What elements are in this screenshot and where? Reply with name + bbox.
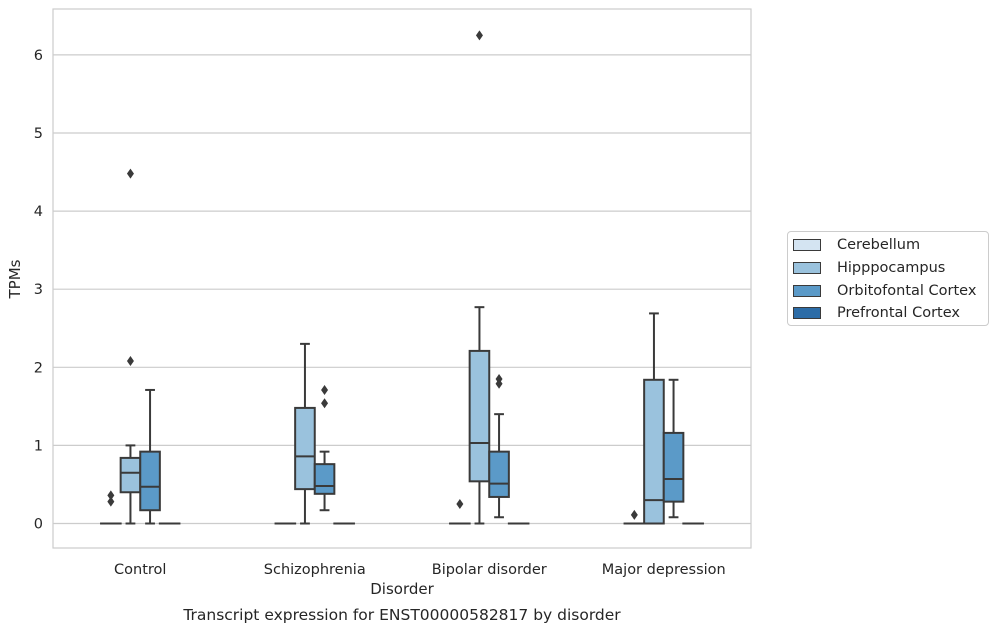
box-1-1 xyxy=(294,342,316,525)
outlier-point-1 xyxy=(321,384,329,395)
y-axis-ticks: 0 1 2 3 4 5 6 xyxy=(34,48,43,533)
legend: Cerebellum Hipppocampus Orbitofontal Cor… xyxy=(787,231,989,326)
outlier-point-1 xyxy=(495,374,503,385)
box-body xyxy=(294,406,316,491)
y-tick-label-3: 3 xyxy=(34,282,43,298)
legend-item-prefrontal-cortex: Prefrontal Cortex xyxy=(793,304,960,322)
box-0-2 xyxy=(449,498,471,525)
box-2-0 xyxy=(139,388,161,525)
legend-swatch-hippocampus xyxy=(793,262,821,274)
box-2-1 xyxy=(313,384,336,512)
box-2-3 xyxy=(662,378,685,519)
y-tick-label-4: 4 xyxy=(34,204,43,220)
outlier-point-0 xyxy=(475,30,483,41)
box-0-3 xyxy=(623,509,646,525)
plot-area-frame xyxy=(52,8,752,549)
gridlines xyxy=(53,54,751,525)
legend-item-hippocampus: Hipppocampus xyxy=(793,259,945,277)
outlier-point-1 xyxy=(107,490,115,501)
x-axis-label: Disorder xyxy=(370,580,434,598)
y-tick-label-5: 5 xyxy=(34,126,43,142)
box-1-0 xyxy=(119,168,142,525)
legend-swatch-cerebellum xyxy=(793,239,821,251)
box-2-2 xyxy=(488,374,510,519)
outlier-point-0 xyxy=(126,356,134,367)
legend-label-prefrontal-cortex: Prefrontal Cortex xyxy=(837,305,960,321)
y-tick-label-6: 6 xyxy=(34,48,43,64)
box-body xyxy=(662,431,685,503)
box-body xyxy=(139,450,161,512)
y-tick-label-0: 0 xyxy=(34,517,43,533)
legend-label-hippocampus: Hipppocampus xyxy=(837,260,946,276)
box-body xyxy=(468,349,491,483)
y-tick-label-2: 2 xyxy=(34,360,43,376)
x-tick-label-0: Control xyxy=(114,562,166,578)
x-tick-label-2: Bipolar disorder xyxy=(432,562,547,578)
box-0-0 xyxy=(100,490,122,525)
outlier-point-0 xyxy=(107,496,115,507)
legend-item-cerebellum: Cerebellum xyxy=(793,236,920,254)
y-tick-label-1: 1 xyxy=(34,438,43,454)
legend-label-cerebellum: Cerebellum xyxy=(837,237,921,253)
outlier-point-1 xyxy=(126,168,134,179)
x-tick-label-3: Major depression xyxy=(602,562,726,578)
legend-label-orbitofrontal-cortex: Orbitofontal Cortex xyxy=(837,283,977,299)
x-tick-label-1: Schizophrenia xyxy=(264,562,366,578)
box-body xyxy=(313,463,336,495)
legend-swatch-orbitofrontal-cortex xyxy=(793,285,821,297)
outlier-point-0 xyxy=(456,498,464,509)
x-axis-ticks: Control Schizophrenia Bipolar disorder Majo… xyxy=(114,562,726,578)
legend-item-orbitofrontal-cortex: Orbitofontal Cortex xyxy=(793,282,976,300)
outlier-point-0 xyxy=(630,509,638,520)
box-body xyxy=(119,456,142,494)
box-1-2 xyxy=(468,30,491,525)
boxes-layer xyxy=(100,30,704,525)
outlier-point-0 xyxy=(321,398,329,409)
box-body xyxy=(488,450,510,498)
legend-swatch-prefrontal-cortex xyxy=(793,307,821,319)
figure-caption: Transcript expression for ENST0000058281… xyxy=(183,606,621,624)
y-axis-label: TPMs xyxy=(6,259,24,299)
box-body xyxy=(643,378,665,525)
box-1-3 xyxy=(643,312,665,525)
